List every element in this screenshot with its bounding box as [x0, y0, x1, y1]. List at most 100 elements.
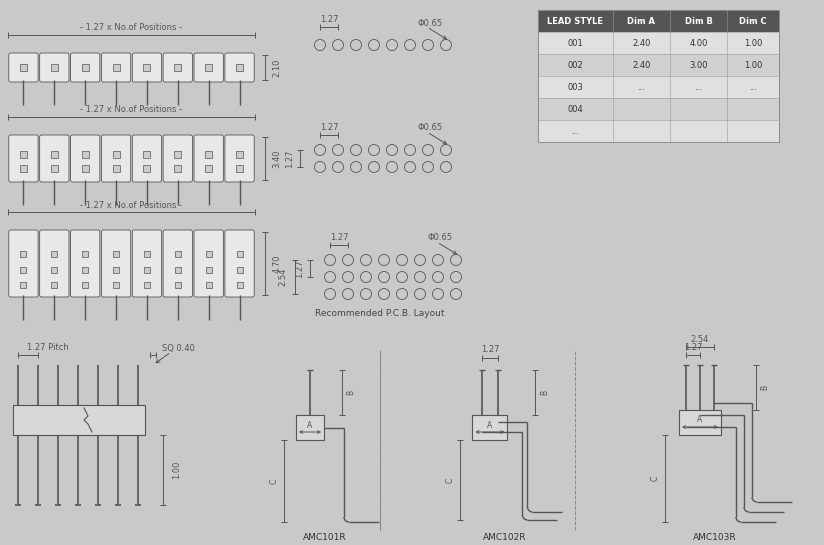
FancyBboxPatch shape — [101, 53, 131, 82]
Text: 1.27: 1.27 — [296, 259, 305, 278]
Text: Dim B: Dim B — [685, 16, 713, 26]
FancyBboxPatch shape — [163, 230, 193, 297]
Text: C: C — [650, 476, 659, 481]
Text: Φ0.65: Φ0.65 — [418, 124, 442, 132]
Bar — [472, 415, 508, 440]
Bar — [236, 64, 243, 71]
Text: C: C — [446, 477, 455, 483]
Bar — [236, 251, 242, 257]
Bar — [538, 32, 779, 54]
Text: - 1.27 x No.of Positions -: - 1.27 x No.of Positions - — [81, 23, 182, 33]
Text: 1.27: 1.27 — [684, 342, 702, 352]
Bar — [538, 98, 779, 120]
Bar — [205, 64, 213, 71]
Bar — [144, 251, 150, 257]
FancyBboxPatch shape — [71, 53, 100, 82]
Bar — [21, 282, 26, 288]
Text: 003: 003 — [568, 82, 583, 92]
FancyBboxPatch shape — [133, 230, 162, 297]
Bar — [51, 282, 58, 288]
Bar — [236, 151, 243, 158]
Bar — [21, 251, 26, 257]
Bar — [21, 267, 26, 273]
Text: AMC102R: AMC102R — [483, 532, 527, 542]
Text: 2.54: 2.54 — [691, 335, 709, 343]
Bar — [236, 267, 242, 273]
Text: 1.27: 1.27 — [330, 233, 349, 241]
Bar — [51, 151, 58, 158]
Bar — [205, 151, 213, 158]
Bar — [113, 165, 119, 172]
Bar — [20, 64, 27, 71]
Text: 2.40: 2.40 — [632, 60, 651, 70]
Bar — [538, 76, 779, 98]
Bar — [113, 267, 119, 273]
Bar — [206, 251, 212, 257]
FancyBboxPatch shape — [163, 53, 193, 82]
FancyBboxPatch shape — [9, 135, 38, 182]
Text: ...: ... — [572, 126, 579, 136]
FancyBboxPatch shape — [194, 230, 223, 297]
FancyBboxPatch shape — [225, 53, 255, 82]
Bar — [296, 415, 324, 440]
Text: C: C — [269, 479, 279, 483]
Text: A: A — [697, 415, 703, 425]
Bar — [175, 282, 180, 288]
Bar — [175, 151, 181, 158]
Text: 1.00: 1.00 — [744, 39, 762, 47]
Bar — [236, 165, 243, 172]
Text: 1.27: 1.27 — [320, 15, 338, 23]
Bar — [82, 165, 89, 172]
Bar — [175, 251, 180, 257]
Bar — [82, 151, 89, 158]
Bar — [113, 151, 119, 158]
Text: Recommended P.C.B. Layout: Recommended P.C.B. Layout — [316, 308, 445, 318]
Text: 3.00: 3.00 — [689, 60, 708, 70]
Text: ...: ... — [638, 82, 645, 92]
Text: B: B — [540, 390, 549, 395]
Bar — [82, 64, 89, 71]
Text: 1.27 Pitch: 1.27 Pitch — [27, 343, 69, 353]
Text: A: A — [487, 421, 493, 429]
Bar — [679, 410, 721, 435]
Bar — [144, 267, 150, 273]
Bar — [144, 282, 150, 288]
Bar — [538, 10, 779, 142]
Bar — [113, 282, 119, 288]
Bar — [51, 267, 58, 273]
Bar — [143, 64, 151, 71]
FancyBboxPatch shape — [133, 135, 162, 182]
Text: 1.27: 1.27 — [285, 149, 294, 168]
Bar — [538, 54, 779, 76]
Text: B: B — [761, 385, 770, 390]
FancyBboxPatch shape — [40, 53, 69, 82]
Text: 2.10: 2.10 — [273, 58, 282, 77]
Text: - 1.27 x No.of Positions -: - 1.27 x No.of Positions - — [81, 201, 182, 209]
FancyBboxPatch shape — [194, 135, 223, 182]
Text: B: B — [347, 390, 355, 395]
Text: 4.00: 4.00 — [690, 39, 708, 47]
Text: 1.27: 1.27 — [480, 346, 499, 354]
Bar — [143, 165, 151, 172]
FancyBboxPatch shape — [101, 135, 131, 182]
Bar — [20, 165, 27, 172]
Bar — [20, 151, 27, 158]
Text: 3.40: 3.40 — [273, 149, 282, 168]
FancyBboxPatch shape — [101, 230, 131, 297]
Text: Φ0.65: Φ0.65 — [428, 233, 452, 243]
FancyBboxPatch shape — [9, 230, 38, 297]
Text: 002: 002 — [568, 60, 583, 70]
FancyBboxPatch shape — [225, 230, 255, 297]
Bar — [82, 282, 88, 288]
Bar — [51, 64, 58, 71]
Text: A: A — [307, 421, 312, 429]
Text: Φ0.65: Φ0.65 — [418, 19, 442, 27]
Bar — [175, 165, 181, 172]
Text: 1.00: 1.00 — [172, 461, 181, 479]
Text: 2.40: 2.40 — [632, 39, 651, 47]
Text: 1.00: 1.00 — [744, 60, 762, 70]
Text: AMC101R: AMC101R — [303, 532, 347, 542]
FancyBboxPatch shape — [71, 230, 100, 297]
Text: ...: ... — [695, 82, 702, 92]
Bar — [538, 120, 779, 142]
